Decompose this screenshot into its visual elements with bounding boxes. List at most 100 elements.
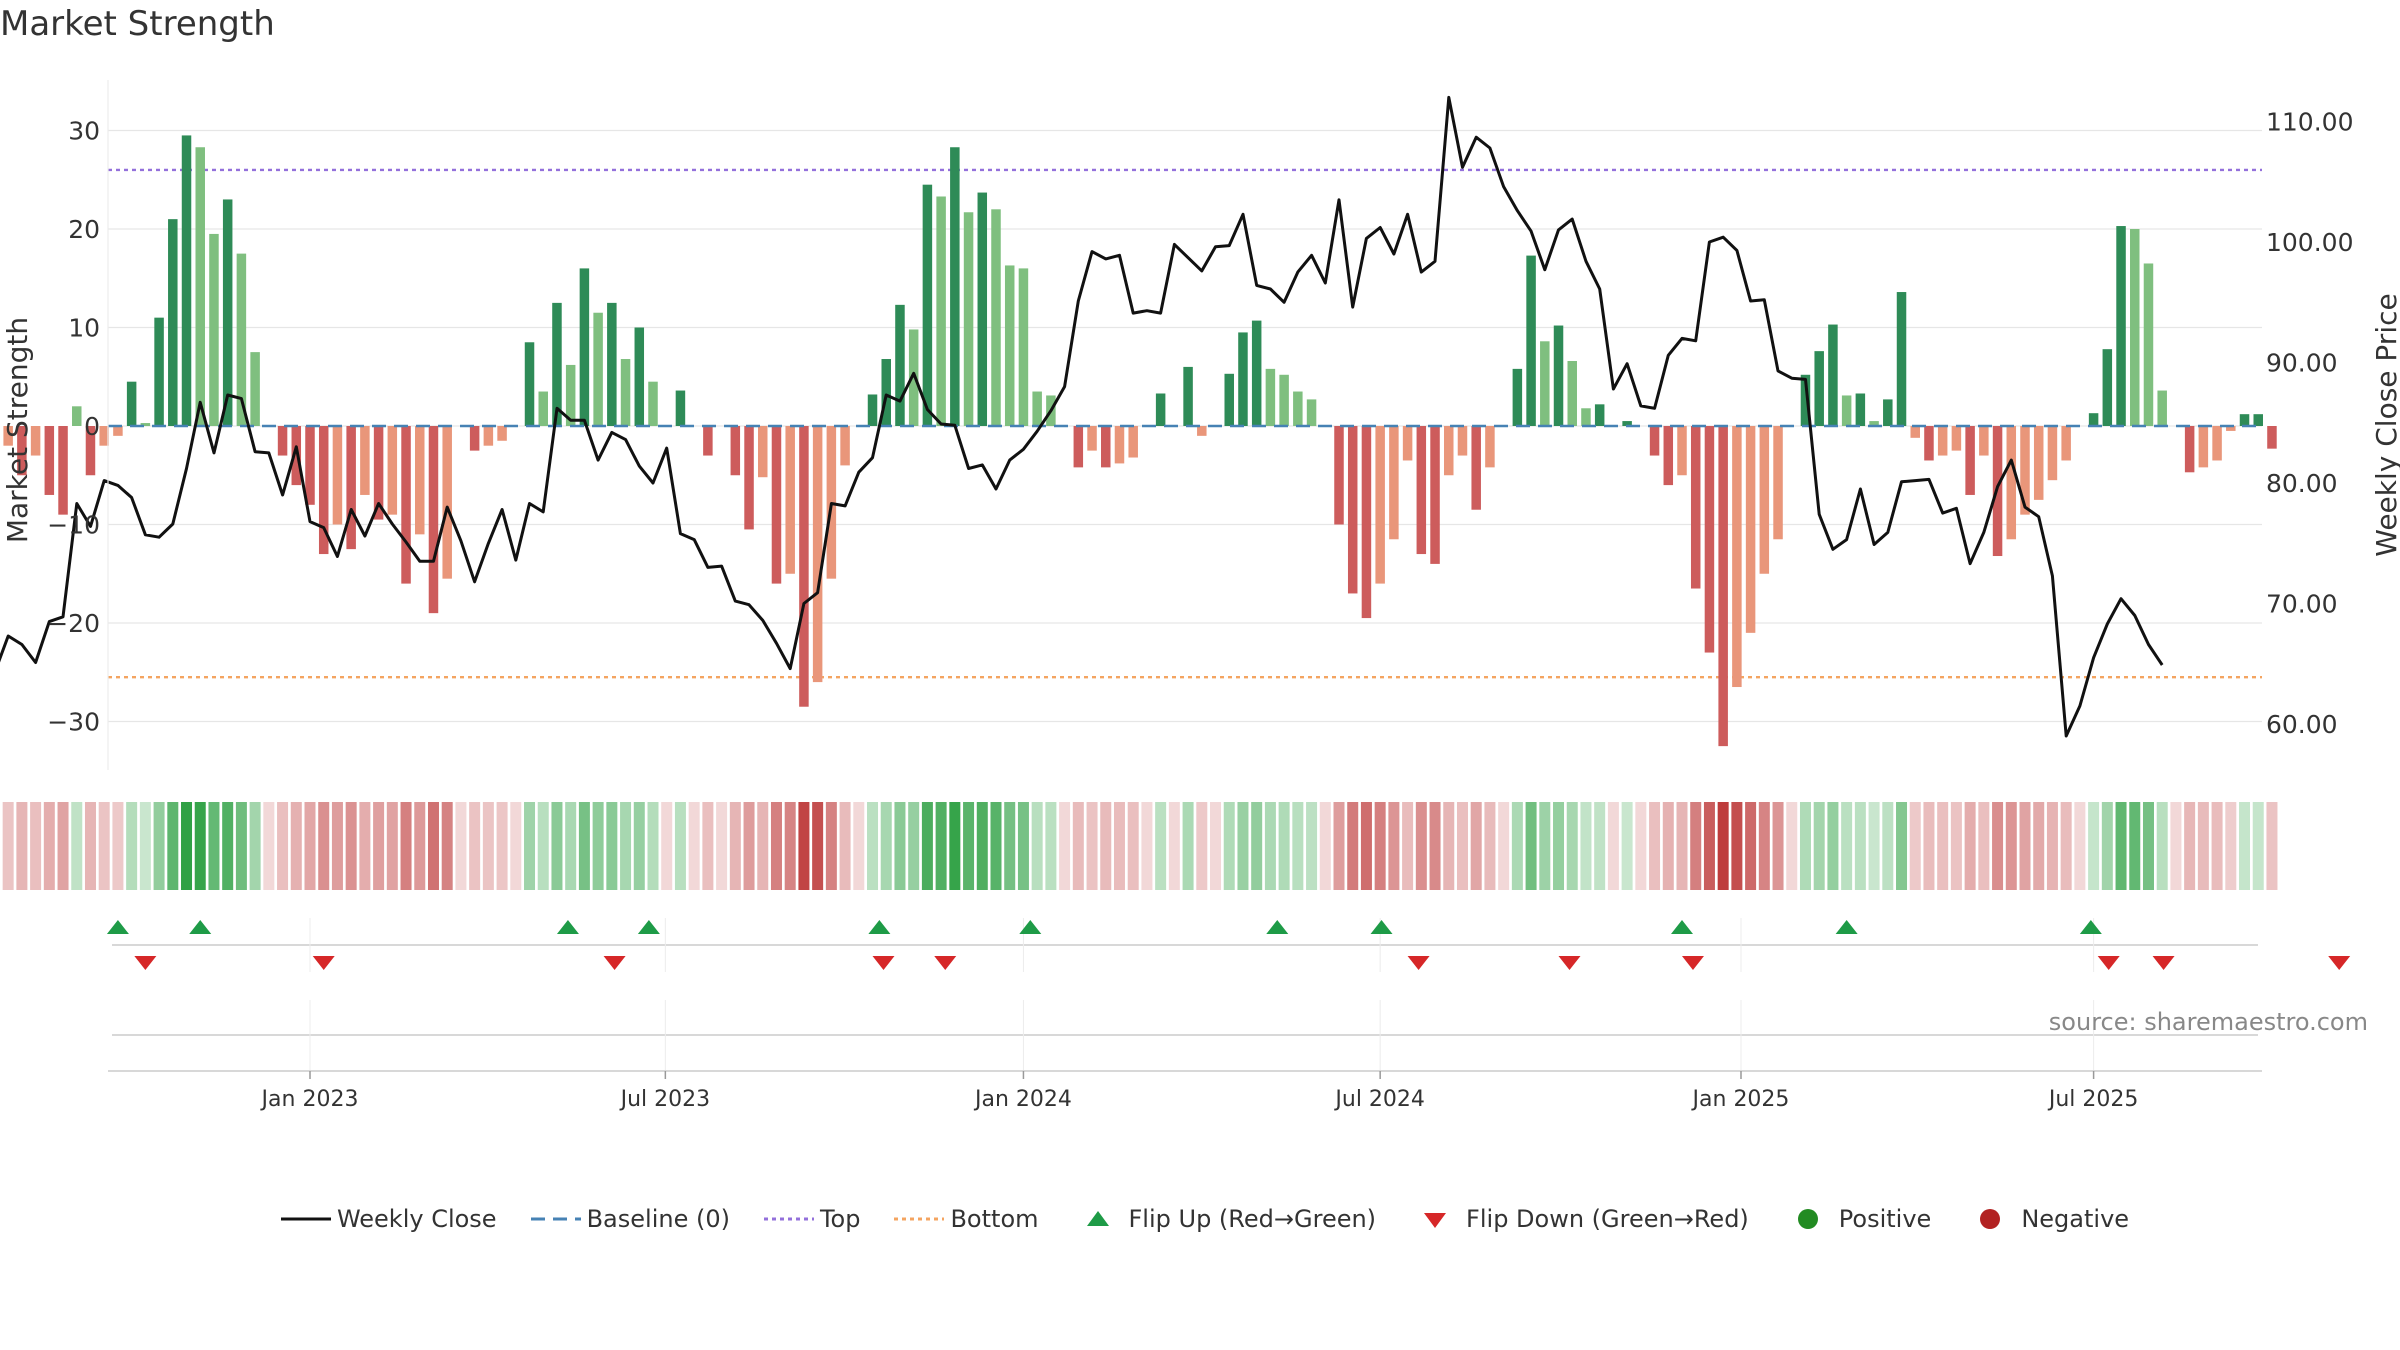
- strength-bar: [799, 426, 809, 707]
- heat-cell: [1868, 802, 1880, 890]
- strength-bar: [1567, 360, 1577, 426]
- strength-bar: [1951, 426, 1962, 451]
- strength-bar: [1375, 426, 1385, 584]
- heat-cell: [1347, 802, 1359, 890]
- strength-bar: [895, 304, 905, 426]
- strength-bar: [1663, 426, 1674, 486]
- strength-bar: [2102, 349, 2113, 426]
- strength-bar: [222, 199, 233, 426]
- legend-symbol: [280, 1217, 331, 1221]
- heat-cell: [359, 802, 371, 890]
- strength-bar: [524, 342, 535, 426]
- y-right-tick-label: 70.00: [2266, 590, 2338, 619]
- heat-cell: [16, 802, 28, 890]
- heat-cell: [606, 802, 618, 890]
- legend-symbol: [1797, 1209, 1818, 1229]
- strength-bar: [428, 426, 439, 614]
- strength-bar: [2116, 226, 2126, 426]
- strength-bar: [1553, 325, 1564, 426]
- legend-label: Negative: [2021, 1205, 2130, 1233]
- strength-bar: [236, 253, 247, 426]
- legend-label: Flip Up (Red→Green): [1128, 1205, 1377, 1233]
- heat-cell: [935, 802, 947, 890]
- strength-bar: [648, 381, 658, 426]
- heat-cell: [880, 802, 892, 890]
- x-tick-label: Jan 2024: [973, 1087, 1072, 1112]
- legend-symbol: [530, 1217, 581, 1221]
- legend-symbol: [763, 1217, 814, 1221]
- strength-bar: [2033, 426, 2044, 500]
- heat-cell: [84, 802, 96, 890]
- y-left-tick-label: 0: [84, 412, 100, 441]
- heat-cell: [1731, 802, 1743, 890]
- legend-dot: [1980, 1209, 2001, 1229]
- heat-cell: [1553, 802, 1565, 890]
- flip-up-marker: [1835, 920, 1858, 934]
- strength-bar: [1759, 426, 1770, 574]
- strength-bar: [730, 426, 741, 476]
- heat-cell: [400, 802, 412, 890]
- heat-cell: [839, 802, 851, 890]
- strength-bar: [30, 426, 41, 456]
- heat-cell: [510, 802, 522, 890]
- strength-bar: [936, 196, 946, 426]
- flip-markers: [106, 918, 2351, 1070]
- heat-cell: [2184, 802, 2196, 890]
- heat-cell: [1168, 802, 1180, 890]
- heat-cell: [2115, 802, 2127, 890]
- strength-bar: [1649, 426, 1660, 456]
- strength-bar: [1677, 426, 1687, 476]
- heat-cell: [373, 802, 385, 890]
- strength-bar: [360, 426, 370, 495]
- heat-cell: [1292, 802, 1304, 890]
- heat-cell: [1992, 802, 2004, 890]
- y-left-tick-label: −30: [47, 708, 100, 737]
- heat-cell: [716, 802, 728, 890]
- heat-cell: [167, 802, 179, 890]
- heat-cell: [2170, 802, 2182, 890]
- legend-label: Flip Down (Green→Red): [1466, 1205, 1749, 1233]
- flip-up-marker: [1019, 920, 1042, 934]
- strength-bar: [2157, 390, 2167, 426]
- heat-cell: [194, 802, 206, 890]
- heat-cell: [2129, 802, 2141, 890]
- strength-bar: [126, 381, 137, 426]
- axis-layer: 30 20 10 0 −10 −20 −30 110.00 100.00 90.00 80.00 70…: [47, 80, 2353, 770]
- heat-cell: [2074, 802, 2086, 890]
- legend: Weekly Close Baseline (0) Top Bottom Flip Up…: [0, 1199, 2400, 1239]
- heat-cell: [1690, 802, 1702, 890]
- heat-cell: [1594, 802, 1606, 890]
- heat-cell: [1017, 802, 1029, 890]
- strength-bar: [1910, 426, 1920, 438]
- strength-bar: [1183, 366, 1193, 426]
- y-right-tick-label: 60.00: [2266, 710, 2338, 739]
- y-right-tick-label: 80.00: [2266, 469, 2338, 498]
- heat-cell: [1676, 802, 1688, 890]
- strength-bar: [1293, 391, 1303, 426]
- y-left-tick-label: −10: [47, 511, 100, 540]
- strength-bar: [908, 329, 919, 426]
- y-left-tick-label: 30: [68, 117, 100, 146]
- strength-bar: [497, 426, 507, 441]
- heat-cell: [688, 802, 700, 890]
- strength-bar: [2226, 426, 2236, 431]
- heat-cell: [1923, 802, 1935, 890]
- heat-cell: [784, 802, 796, 890]
- heat-cell: [482, 802, 494, 890]
- heat-cell: [263, 802, 275, 890]
- source-credit: source: sharemaestro.com: [2048, 1008, 2368, 1036]
- heat-cell: [2005, 802, 2017, 890]
- x-tick-label: Jul 2023: [619, 1087, 711, 1112]
- strength-bar: [991, 209, 1001, 426]
- strength-bar: [1869, 421, 1879, 426]
- heat-cell: [30, 802, 42, 890]
- strength-bar: [401, 426, 411, 584]
- heat-cell: [1772, 802, 1784, 890]
- strength-bar: [291, 426, 302, 486]
- flip-up-marker: [1671, 920, 1693, 934]
- strength-bar: [209, 233, 219, 426]
- y-left-tick-label: −20: [47, 609, 100, 638]
- heat-cell: [222, 802, 234, 890]
- heat-cell: [963, 802, 975, 890]
- strength-bar: [1540, 341, 1550, 426]
